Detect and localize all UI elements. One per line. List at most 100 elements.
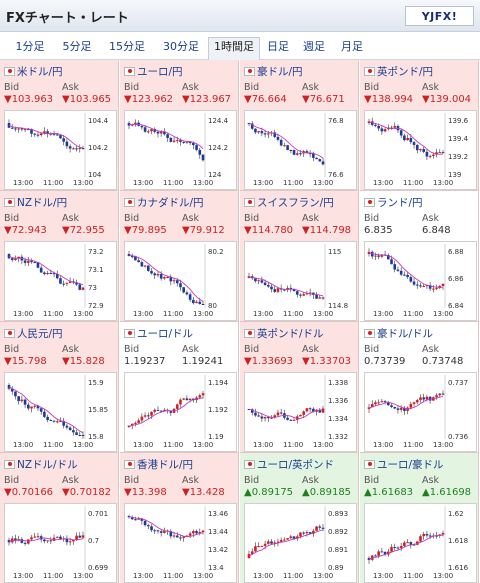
candle-body — [33, 133, 37, 135]
pair-name[interactable]: ユーロ/豪ドル — [377, 458, 444, 471]
moving-average-line — [128, 123, 204, 150]
mini-chart[interactable]: 124.4 124.2 124 13:00 11:00 13:00 — [124, 110, 237, 190]
pair-name[interactable]: NZドル/ドル — [17, 458, 78, 471]
currency-cell[interactable]: カナダドル/円 Bid Ask ▼79.895 ▼79.912 80.2 80 13:00 11… — [120, 191, 239, 322]
candle-body — [380, 254, 384, 257]
pair-name[interactable]: ユーロ/ドル — [137, 327, 194, 340]
mini-chart[interactable]: 6.88 6.86 6.84 13:00 11:00 13:00 — [364, 241, 477, 321]
candle-body — [23, 260, 27, 263]
pair-link[interactable]: NZドル/円 — [4, 195, 67, 209]
pair-link[interactable]: カナダドル/円 — [124, 195, 204, 209]
currency-cell[interactable]: ランド/円 Bid Ask 6.835 6.848 6.88 6.86 6.84 13:00 11… — [360, 191, 479, 322]
mini-chart[interactable]: 139.6 139.4 139.2 139 13:00 11:00 13:00 — [364, 110, 477, 190]
tab-5min[interactable]: 5分足 — [62, 40, 92, 53]
currency-cell[interactable]: 香港ドル/円 Bid Ask ▼13.398 ▼13.428 13.46 13.44 13.4… — [120, 453, 239, 583]
mini-chart[interactable]: 0.893 0.892 0.891 0.89 13:00 11:00 13:00 — [244, 503, 357, 583]
pair-name[interactable]: スイスフラン/円 — [257, 196, 334, 209]
mini-chart[interactable]: 80.2 80 13:00 11:00 13:00 — [124, 241, 237, 321]
candle-body — [163, 131, 166, 135]
mini-chart[interactable]: 115 114.8 13:00 11:00 13:00 — [244, 241, 357, 321]
currency-cell[interactable]: NZドル/円 Bid Ask ▼72.943 ▼72.955 73.2 73.1 73 72.9… — [0, 191, 119, 322]
pair-link[interactable]: ユーロ/豪ドル — [364, 457, 444, 471]
candle-body — [415, 144, 419, 151]
pair-name[interactable]: ユーロ/円 — [137, 65, 183, 78]
currency-cell[interactable]: ユーロ/豪ドル Bid Ask ▲1.61683 ▲1.61698 1.62 1.618 1.… — [360, 453, 479, 583]
pair-link[interactable]: 香港ドル/円 — [124, 457, 193, 471]
x-tick-label: 13:00 — [373, 572, 394, 580]
pair-name[interactable]: 豪ドル/ドル — [377, 327, 434, 340]
candle-body — [263, 417, 267, 419]
flag-icon — [124, 197, 135, 207]
tab-monthly[interactable]: 月足 — [341, 40, 363, 53]
pair-link[interactable]: 豪ドル/ドル — [364, 326, 433, 340]
pair-link[interactable]: ユーロ/ドル — [124, 326, 193, 340]
pair-link[interactable]: 英ポンド/ドル — [244, 326, 324, 340]
ask-value: ▲0.89185 — [302, 487, 352, 498]
currency-cell[interactable]: ユーロ/ドル Bid Ask 1.19237 1.19241 1.194 1.192 1.19… — [120, 322, 239, 453]
pair-link[interactable]: スイスフラン/円 — [244, 195, 334, 209]
candle-body — [166, 277, 169, 279]
tab-1hour[interactable]: 1時間足 — [208, 37, 260, 60]
candle-body — [250, 551, 254, 555]
currency-cell[interactable]: NZドル/ドル Bid Ask ▼0.70166 ▼0.70182 0.701 0.7 0.6… — [0, 453, 119, 583]
pair-name[interactable]: 豪ドル/円 — [257, 65, 303, 78]
currency-cell[interactable]: ユーロ/円 Bid Ask ▼123.962 ▼123.967 124.4 124.2 124… — [120, 60, 239, 191]
flag-icon — [4, 66, 15, 76]
currency-cell[interactable]: 英ポンド/ドル Bid Ask ▼1.33693 ▼1.33703 1.338 1.336 1… — [240, 322, 359, 453]
pair-link[interactable]: 豪ドル/円 — [244, 64, 303, 78]
pair-name[interactable]: 人民元/円 — [17, 327, 63, 340]
candle-body — [46, 131, 49, 134]
currency-cell[interactable]: 英ポンド/円 Bid Ask ▼138.994 ▼139.004 139.6 139.4 13… — [360, 60, 479, 191]
currency-cell[interactable]: 豪ドル/ドル Bid Ask 0.73739 0.73748 0.737 0.736 13:0… — [360, 322, 479, 453]
yjfx-logo[interactable]: YJFX! — [405, 6, 474, 26]
currency-cell[interactable]: スイスフラン/円 Bid Ask ▼114.780 ▼114.798 115 114.8 13… — [240, 191, 359, 322]
tab-15min[interactable]: 15分足 — [109, 40, 145, 53]
mini-chart[interactable]: 0.737 0.736 13:00 11:00 13:00 — [364, 372, 477, 452]
candle-body — [43, 272, 46, 275]
mini-chart[interactable]: 1.338 1.336 1.334 1.332 13:00 11:00 13:00 — [244, 372, 357, 452]
pair-link[interactable]: ユーロ/円 — [124, 64, 183, 78]
tab-daily[interactable]: 日足 — [267, 40, 289, 53]
currency-cell[interactable]: ユーロ/英ポンド Bid Ask ▲0.89175 ▲0.89185 0.893 0.892… — [240, 453, 359, 583]
currency-cell[interactable]: 米ドル/円 Bid Ask ▼103.963 ▼103.965 104.4 104.2 104… — [0, 60, 119, 191]
candle-body — [273, 132, 277, 137]
tab-weekly[interactable]: 週足 — [303, 40, 325, 53]
pair-name[interactable]: 英ポンド/ドル — [257, 327, 324, 340]
tab-1min[interactable]: 1分足 — [15, 40, 45, 53]
mini-chart[interactable]: 73.2 73.1 73 72.9 13:00 11:00 13:00 — [4, 241, 117, 321]
currency-cell[interactable]: 人民元/円 Bid Ask ▼15.798 ▼15.828 15.9 15.85 15.8 13… — [0, 322, 119, 453]
candle-body — [279, 539, 283, 542]
pair-link[interactable]: NZドル/ドル — [4, 457, 78, 471]
candle-body — [435, 535, 438, 537]
mini-chart[interactable]: 13.46 13.44 13.42 13.4 13:00 11:00 13:00 — [124, 503, 237, 583]
pair-link[interactable]: 英ポンド/円 — [364, 64, 433, 78]
pair-name[interactable]: カナダドル/円 — [137, 196, 204, 209]
candle-body — [425, 396, 429, 400]
pair-link[interactable]: ユーロ/英ポンド — [244, 457, 334, 471]
pair-name[interactable]: 米ドル/円 — [17, 65, 63, 78]
mini-chart[interactable]: 1.194 1.192 1.19 13:00 11:00 13:00 — [124, 372, 237, 452]
y-tick-label: 0.892 — [328, 528, 349, 536]
moving-average-line — [248, 529, 324, 557]
candle-body — [75, 282, 78, 285]
pair-link[interactable]: ランド/円 — [364, 195, 423, 209]
pair-name[interactable]: NZドル/円 — [17, 196, 68, 209]
candle-body — [267, 417, 270, 419]
mini-chart[interactable]: 76.8 76.6 13:00 11:00 13:00 — [244, 110, 357, 190]
pair-name[interactable]: 香港ドル/円 — [137, 458, 194, 471]
x-tick-label: 13:00 — [253, 441, 274, 449]
tab-30min[interactable]: 30分足 — [163, 40, 199, 53]
candle-body — [399, 545, 403, 549]
mini-chart[interactable]: 104.4 104.2 104 13:00 11:00 13:00 — [4, 110, 117, 190]
mini-chart[interactable]: 15.9 15.85 15.8 13:00 11:00 13:00 — [4, 372, 117, 452]
pair-link[interactable]: 米ドル/円 — [4, 64, 63, 78]
mini-chart[interactable]: 0.701 0.7 0.699 13:00 11:00 13:00 — [4, 503, 117, 583]
mini-chart[interactable]: 1.62 1.618 1.616 13:00 11:00 13:00 — [364, 503, 477, 583]
currency-cell[interactable]: 豪ドル/円 Bid Ask ▼76.664 ▼76.671 76.8 76.6 13:00 11… — [240, 60, 359, 191]
pair-name[interactable]: ユーロ/英ポンド — [257, 458, 335, 471]
candle-body — [198, 149, 202, 155]
pair-name[interactable]: ランド/円 — [377, 196, 423, 209]
y-tick-label: 1.334 — [328, 415, 349, 423]
pair-name[interactable]: 英ポンド/円 — [377, 65, 434, 78]
pair-link[interactable]: 人民元/円 — [4, 326, 63, 340]
